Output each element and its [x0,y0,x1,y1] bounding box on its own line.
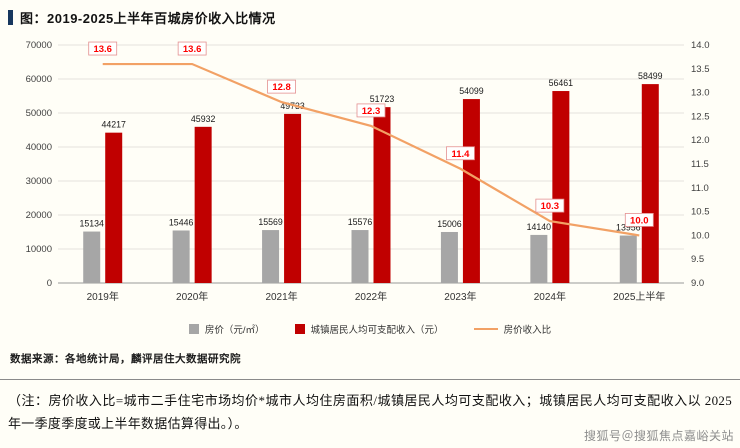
right-axis-tick: 12.0 [691,135,710,146]
legend-label-price: 房价（元/㎡） [204,325,265,336]
right-axis-tick: 12.5 [691,111,710,122]
data-source: 数据来源：各地统计局，麟评居住大数据研究院 [10,353,241,365]
legend-item-price: 房价（元/㎡） [188,322,265,336]
x-axis-label: 2020年 [176,290,208,303]
left-axis-tick: 0 [47,278,52,289]
bar-value-label: 14140 [527,222,552,232]
x-axis-label: 2021年 [265,290,297,303]
bar-series-1 [194,126,212,283]
ratio-value-label: 13.6 [183,44,202,55]
chart-area: 0 10000 20000 30000 40000 50000 60000 70000 14.0… [0,31,740,314]
ratio-label-box [177,41,207,56]
ratio-line [102,62,640,237]
legend-label-ratio: 房价收入比 [503,325,552,336]
ratio-value-label: 10.3 [541,201,560,212]
bar-series-1 [373,107,391,283]
bar-series-0 [262,230,280,283]
ratio-value-label: 13.6 [93,44,112,55]
title-accent-bar [8,9,13,25]
ratio-value-label: 12.3 [362,106,381,117]
bar-series-0 [619,235,637,283]
bar-series-1 [462,99,480,283]
right-axis-tick: 11.5 [691,159,709,170]
combo-chart: 0 10000 20000 30000 40000 50000 60000 70000 14.0… [26,40,710,303]
bar-value-label: 54099 [459,86,484,96]
bar-series-1 [552,91,570,284]
x-axis-label: 2025上半年 [613,290,665,303]
bar-value-label: 58499 [638,71,663,81]
bar-value-label: 44217 [101,120,126,130]
bar-value-label: 51723 [370,94,395,104]
bar-value-label: 15569 [258,217,283,227]
bar-series-0 [530,234,548,283]
price-bar-swatch [188,324,199,334]
ratio-label-box [624,212,654,227]
watermark: 搜狐号＠搜狐焦点嘉峪关站 [583,429,734,443]
left-axis-tick: 20000 [26,210,52,221]
chart-title-row: 图：2019-2025上半年百城房价收入比情况 [0,0,740,26]
divider-line [0,379,740,380]
page-title: 图：2019-2025上半年百城房价收入比情况 [20,10,276,26]
right-axis-tick: 14.0 [691,40,710,51]
ratio-label-box [267,79,296,94]
left-axis-tick: 50000 [26,108,52,119]
x-axis-label: 2023年 [444,290,476,303]
bar-series-0 [172,230,190,283]
right-axis-tick: 9.5 [691,254,704,265]
footnote: （注：房价收入比=城市二手住宅市场均价*城市人均住房面积/城镇居民人均可支配收入… [8,393,732,431]
legend: 房价（元/㎡） 城镇居民人均可支配收入（元） 房价收入比 [0,322,740,336]
ratio-label-box [535,198,565,213]
bar-series-1 [284,113,302,283]
bar-series-1 [105,132,123,283]
right-axis-tick: 13.5 [691,64,710,75]
bar-value-label: 15134 [79,219,104,229]
legend-item-income: 城镇居民人均可支配收入（元） [294,322,444,336]
bar-value-label: 13956 [616,223,641,233]
right-axis-tick: 10.5 [691,207,710,218]
left-axis-tick: 30000 [26,176,52,187]
right-axis-tick: 9.0 [691,278,704,289]
ratio-label-box [88,41,118,56]
bar-series-1 [641,84,659,284]
x-axis-label: 2024年 [534,290,566,303]
left-axis-tick: 70000 [26,40,52,51]
ratio-label-box [356,103,386,118]
right-axis-tick: 13.0 [691,88,710,99]
bar-value-label: 15446 [169,217,194,227]
ratio-value-label: 11.4 [451,149,470,160]
ratio-value-label: 10.0 [630,215,649,226]
x-axis-label: 2019年 [87,290,119,303]
income-bar-swatch [294,324,305,334]
left-axis-tick: 40000 [26,142,52,153]
right-axis-tick: 10.0 [691,230,710,241]
bar-series-0 [83,231,101,283]
bar-series-0 [440,231,458,283]
legend-label-income: 城镇居民人均可支配收入（元） [310,325,444,336]
left-axis-tick: 60000 [26,74,52,85]
ratio-label-box [446,146,475,161]
bar-value-label: 15576 [348,217,373,227]
legend-item-ratio: 房价收入比 [473,322,552,336]
left-axis-tick: 10000 [26,244,52,255]
right-axis-tick: 11.0 [691,183,709,194]
bar-series-0 [351,230,369,283]
ratio-line-swatch [473,327,498,331]
bar-value-label: 15006 [437,219,462,229]
x-axis-label: 2022年 [355,290,387,303]
bar-value-label: 45932 [191,114,216,124]
ratio-value-label: 12.8 [272,82,291,93]
bar-value-label: 56461 [549,78,574,88]
